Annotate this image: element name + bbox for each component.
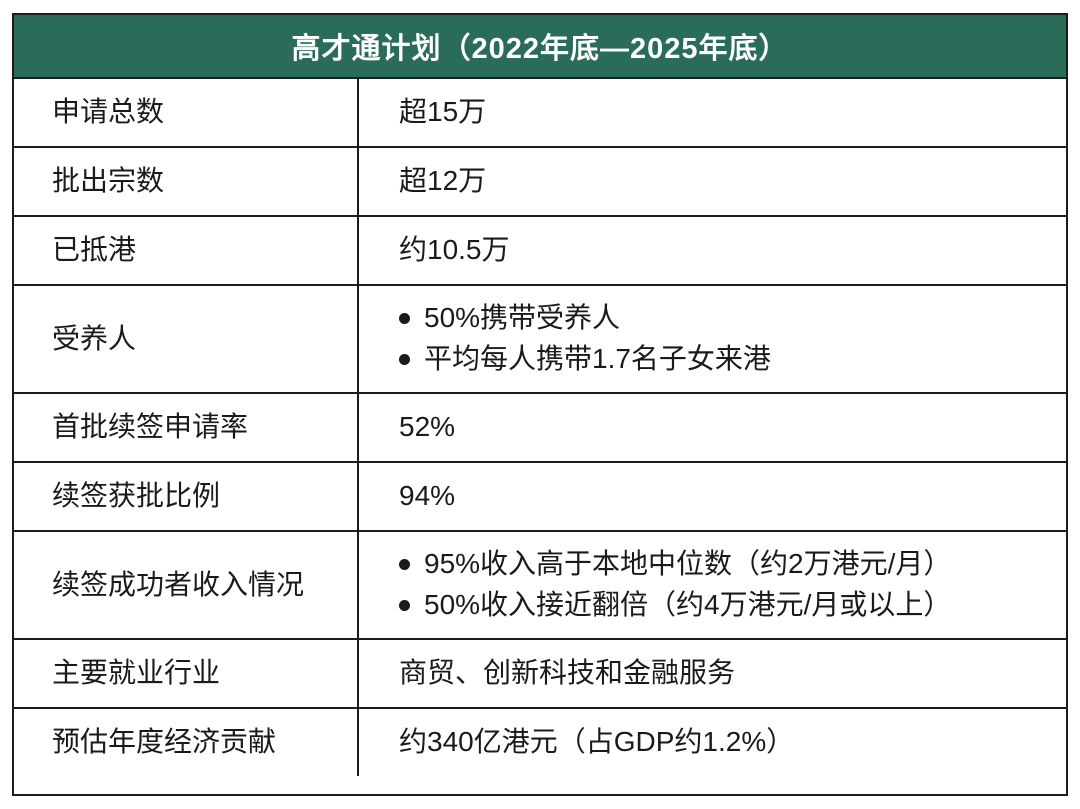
stats-table: 高才通计划（2022年底—2025年底） 申请总数 超15万 批出宗数 超12万…	[12, 13, 1068, 796]
row-label: 续签成功者收入情况	[14, 532, 359, 638]
bullet-item: 50%携带受养人	[399, 298, 1050, 339]
row-value: 约340亿港元（占GDP约1.2%）	[399, 726, 795, 758]
row-value: 52%	[399, 411, 456, 443]
table-row: 已抵港 约10.5万	[14, 215, 1066, 284]
row-value: 超15万	[399, 96, 487, 128]
row-value: 超12万	[399, 165, 487, 197]
row-label: 已抵港	[14, 217, 359, 284]
table-row: 批出宗数 超12万	[14, 146, 1066, 215]
bullet-icon	[399, 559, 410, 571]
table-row: 预估年度经济贡献 约340亿港元（占GDP约1.2%）	[14, 707, 1066, 776]
table-row: 受养人 50%携带受养人 平均每人携带1.7名子女来港	[14, 284, 1066, 392]
table-row: 主要就业行业 商贸、创新科技和金融服务	[14, 638, 1066, 707]
row-value: 商贸、创新科技和金融服务	[399, 657, 736, 689]
table-title: 高才通计划（2022年底—2025年底）	[14, 15, 1066, 77]
table-row: 申请总数 超15万	[14, 77, 1066, 146]
row-label: 续签获批比例	[14, 463, 359, 530]
bullet-text: 95%收入高于本地中位数（约2万港元/月）	[424, 548, 952, 580]
row-value: 约10.5万	[399, 234, 510, 266]
table-row: 续签成功者收入情况 95%收入高于本地中位数（约2万港元/月） 50%收入接近翻…	[14, 530, 1066, 638]
row-label: 主要就业行业	[14, 640, 359, 707]
bullet-icon	[399, 353, 410, 365]
bullet-item: 平均每人携带1.7名子女来港	[399, 339, 1050, 380]
row-value: 94%	[399, 480, 456, 512]
bullet-item: 50%收入接近翻倍（约4万港元/月或以上）	[399, 585, 1050, 626]
row-value: 95%收入高于本地中位数（约2万港元/月） 50%收入接近翻倍（约4万港元/月或…	[359, 532, 1066, 638]
row-label: 首批续签申请率	[14, 394, 359, 461]
bullet-text: 50%携带受养人	[424, 302, 621, 334]
row-label: 预估年度经济贡献	[14, 709, 359, 776]
row-label: 受养人	[14, 286, 359, 392]
row-label: 申请总数	[14, 79, 359, 146]
bullet-item: 95%收入高于本地中位数（约2万港元/月）	[399, 544, 1050, 585]
table-row: 续签获批比例 94%	[14, 461, 1066, 530]
bullet-icon	[399, 313, 410, 325]
bullet-icon	[399, 599, 410, 611]
bullet-text: 平均每人携带1.7名子女来港	[424, 343, 771, 374]
row-value: 50%携带受养人 平均每人携带1.7名子女来港	[359, 286, 1066, 392]
table-row: 首批续签申请率 52%	[14, 392, 1066, 461]
bullet-text: 50%收入接近翻倍（约4万港元/月或以上）	[424, 589, 952, 620]
row-label: 批出宗数	[14, 148, 359, 215]
